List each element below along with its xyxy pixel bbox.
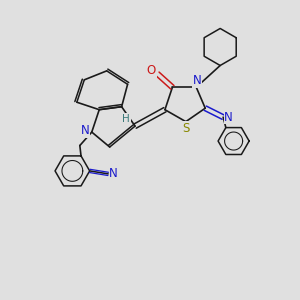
- Text: O: O: [147, 64, 156, 77]
- Text: N: N: [193, 74, 201, 87]
- Text: N: N: [81, 124, 90, 137]
- Text: N: N: [109, 167, 118, 180]
- Text: N: N: [224, 111, 233, 124]
- Text: S: S: [182, 122, 190, 135]
- Text: H: H: [122, 114, 130, 124]
